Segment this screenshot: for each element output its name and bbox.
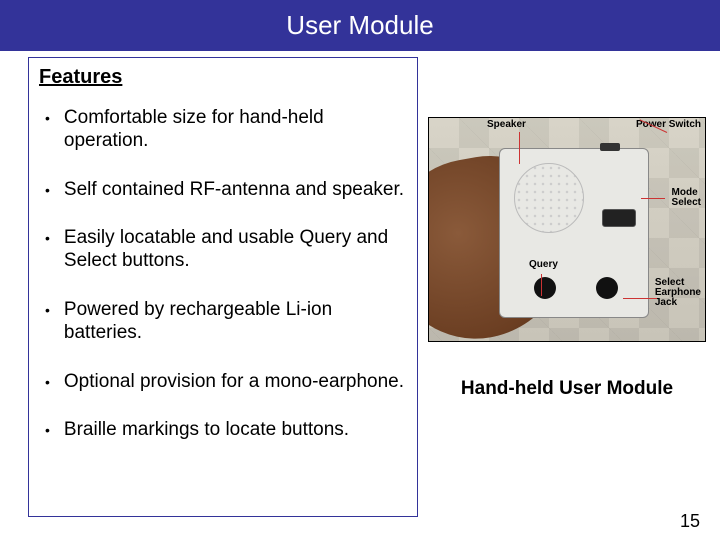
power-switch-icon xyxy=(600,143,620,151)
query-button-icon xyxy=(534,277,556,299)
bullet-icon: • xyxy=(45,227,50,249)
bullet-icon: • xyxy=(45,107,50,129)
leader-line xyxy=(541,274,542,296)
mode-select-icon xyxy=(602,209,636,227)
list-item: • Easily locatable and usable Query and S… xyxy=(39,227,407,273)
leader-line xyxy=(641,198,665,199)
label-speaker: Speaker xyxy=(487,120,526,130)
features-panel: Features • Comfortable size for hand-held… xyxy=(28,57,418,517)
bullet-text: Comfortable size for hand-held operation… xyxy=(64,107,407,153)
bullet-text: Powered by rechargeable Li-ion batteries… xyxy=(64,299,407,345)
slide-title-bar: User Module xyxy=(0,0,720,51)
bullet-icon: • xyxy=(45,371,50,393)
select-button-icon xyxy=(596,277,618,299)
list-item: • Comfortable size for hand-held operatio… xyxy=(39,107,407,153)
slide-title: User Module xyxy=(286,10,433,40)
device-body xyxy=(499,148,649,318)
bullet-icon: • xyxy=(45,179,50,201)
page-number: 15 xyxy=(680,511,700,532)
bullet-text: Easily locatable and usable Query and Se… xyxy=(64,227,407,273)
list-item: • Powered by rechargeable Li-ion batterie… xyxy=(39,299,407,345)
bullet-icon: • xyxy=(45,419,50,441)
bullet-text: Optional provision for a mono-earphone. xyxy=(64,371,404,394)
list-item: • Braille markings to locate buttons. xyxy=(39,419,407,442)
leader-line xyxy=(519,132,520,164)
features-list: • Comfortable size for hand-held operatio… xyxy=(39,107,407,442)
features-heading: Features xyxy=(39,66,407,89)
figure-panel: Speaker Power Switch Mode Select Query S… xyxy=(418,51,720,543)
label-select-earphone: Select Earphone Jack xyxy=(655,278,701,308)
bullet-icon: • xyxy=(45,299,50,321)
device-diagram: Speaker Power Switch Mode Select Query S… xyxy=(428,117,706,342)
bullet-text: Self contained RF-antenna and speaker. xyxy=(64,179,404,202)
speaker-icon xyxy=(514,163,584,233)
content-area: Features • Comfortable size for hand-held… xyxy=(0,51,720,543)
leader-line xyxy=(623,298,657,299)
label-mode-select: Mode Select xyxy=(672,188,701,208)
figure-caption: Hand-held User Module xyxy=(428,378,706,400)
label-query: Query xyxy=(529,260,558,270)
bullet-text: Braille markings to locate buttons. xyxy=(64,419,349,442)
list-item: • Optional provision for a mono-earphone. xyxy=(39,371,407,394)
list-item: • Self contained RF-antenna and speaker. xyxy=(39,179,407,202)
